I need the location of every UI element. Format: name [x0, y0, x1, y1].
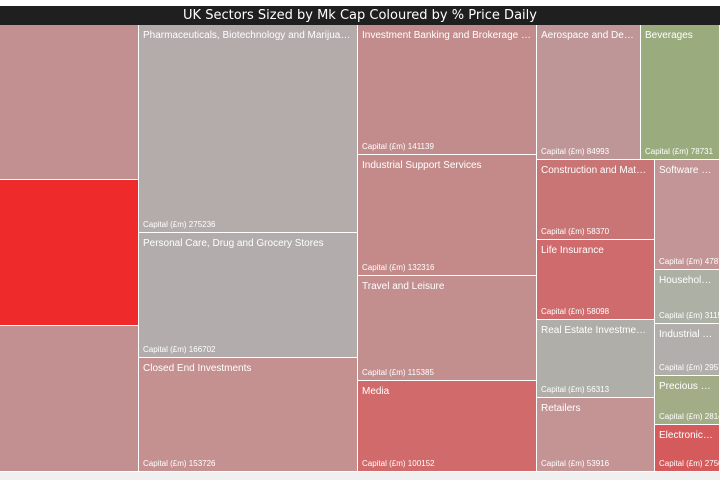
tile-label: Industrial Trans	[659, 329, 715, 340]
tile-capital: Capital (£m) 29578	[659, 363, 719, 372]
tile-capital: Capital (£m) 100152	[362, 459, 435, 468]
treemap-chart: Pharmaceuticals, Biotechnology and Marij…	[0, 25, 720, 472]
tile-label: Household Goo	[659, 275, 715, 286]
tile-capital: Capital (£m) 153726	[143, 459, 216, 468]
tile-capital: Capital (£m) 31158	[659, 311, 720, 320]
tile-label: Precious Metals	[659, 381, 715, 392]
tile-capital: Capital (£m) 141139	[362, 142, 434, 151]
treemap-tile[interactable]: Household Goo Capital (£m) 31158	[655, 270, 720, 324]
treemap-tile[interactable]: Real Estate Investment Tr... Capital (£m)…	[537, 320, 655, 398]
treemap-tile[interactable]: Closed End Investments Capital (£m) 15372…	[139, 358, 358, 472]
tile-capital: Capital (£m) 84993	[541, 147, 610, 156]
treemap-tile[interactable]: Industrial Support Services Capital (£m) …	[358, 155, 537, 276]
bottom-strip	[0, 472, 720, 480]
treemap-tile[interactable]: Beverages Capital (£m) 78731	[641, 25, 720, 160]
treemap-tile[interactable]: Travel and Leisure Capital (£m) 115385	[358, 276, 537, 381]
tile-label: Travel and Leisure	[362, 281, 445, 292]
tile-capital: Capital (£m) 27504	[659, 459, 719, 468]
tile-capital: Capital (£m) 47873	[659, 257, 719, 266]
tile-label: Media	[362, 386, 390, 397]
tile-capital: Capital (£m) 115385	[362, 368, 434, 377]
tile-label: Closed End Investments	[143, 363, 252, 374]
tile-label: Electronic and E	[659, 430, 715, 441]
tile-capital: Capital (£m) 78731	[645, 147, 714, 156]
tile-label: Software and	[659, 165, 715, 176]
treemap-tile[interactable]	[0, 25, 139, 180]
treemap-tile[interactable]	[0, 180, 139, 326]
chart-title: UK Sectors Sized by Mk Cap Coloured by %…	[0, 6, 720, 25]
tile-label: Investment Banking and Brokerage Servi..…	[362, 30, 532, 41]
tile-label: Life Insurance	[541, 245, 604, 256]
tile-capital: Capital (£m) 28149	[659, 412, 719, 421]
tile-capital: Capital (£m) 56313	[541, 385, 610, 394]
tile-label: Real Estate Investment Tr...	[541, 325, 650, 336]
tile-label: Personal Care, Drug and Grocery Stores	[143, 238, 324, 249]
treemap-tile[interactable]: Precious Metals Capital (£m) 28149	[655, 376, 720, 425]
treemap-tile[interactable]: Media Capital (£m) 100152	[358, 381, 537, 472]
tile-label: Beverages	[645, 30, 693, 41]
tile-label: Industrial Support Services	[362, 160, 482, 171]
treemap-tile[interactable]: Industrial Trans Capital (£m) 29578	[655, 324, 720, 376]
treemap-tile[interactable]: Life Insurance Capital (£m) 58098	[537, 240, 655, 320]
treemap-tile[interactable]	[0, 326, 139, 472]
tile-capital: Capital (£m) 132316	[362, 263, 435, 272]
tile-capital: Capital (£m) 58370	[541, 227, 610, 236]
treemap-tile[interactable]: Electronic and E Capital (£m) 27504	[655, 425, 720, 472]
treemap-tile[interactable]: Retailers Capital (£m) 53916	[537, 398, 655, 472]
treemap-tile[interactable]: Personal Care, Drug and Grocery Stores Ca…	[139, 233, 358, 358]
tile-capital: Capital (£m) 53916	[541, 459, 610, 468]
treemap-tile[interactable]: Pharmaceuticals, Biotechnology and Marij…	[139, 25, 358, 233]
treemap-tile[interactable]: Investment Banking and Brokerage Servi..…	[358, 25, 537, 155]
tile-label: Retailers	[541, 403, 581, 414]
tile-capital: Capital (£m) 58098	[541, 307, 610, 316]
tile-capital: Capital (£m) 275236	[143, 220, 216, 229]
treemap-tile[interactable]: Construction and Materials Capital (£m) 5…	[537, 160, 655, 240]
tile-label: Aerospace and Defense	[541, 30, 636, 41]
tile-capital: Capital (£m) 166702	[143, 345, 216, 354]
tile-label: Pharmaceuticals, Biotechnology and Marij…	[143, 30, 353, 41]
treemap-tile[interactable]: Aerospace and Defense Capital (£m) 84993	[537, 25, 641, 160]
tile-label: Construction and Materials	[541, 165, 650, 176]
treemap-tile[interactable]: Software and Capital (£m) 47873	[655, 160, 720, 270]
